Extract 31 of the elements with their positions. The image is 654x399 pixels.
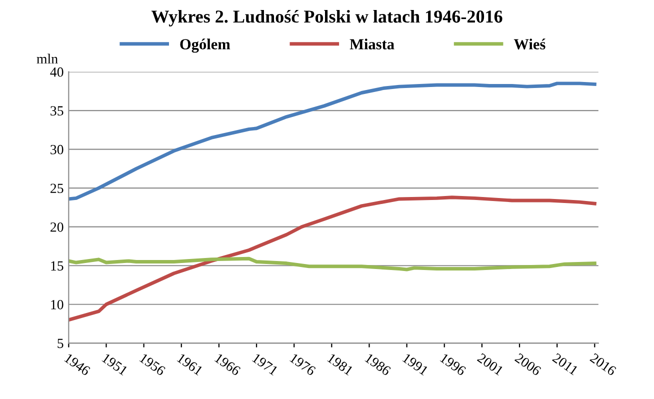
y-tick-label: 25 <box>50 184 64 194</box>
x-tick-label: 2011 <box>552 352 578 376</box>
y-tick-label: 5 <box>58 338 64 348</box>
x-tick-label: 1961 <box>176 353 204 376</box>
line-series <box>68 196 596 322</box>
x-tick-label: 1976 <box>289 353 316 376</box>
line-series <box>68 82 596 201</box>
y-tick-label: 10 <box>51 300 64 310</box>
legend-label: Miasta <box>350 38 394 50</box>
y-axis-title: mln <box>36 54 58 64</box>
x-tick-label: 1986 <box>364 353 392 376</box>
x-tick-label: 2001 <box>476 352 504 376</box>
legend-label: Wieś <box>514 38 546 50</box>
x-tick-label: 2016 <box>590 352 617 376</box>
y-tick-label: 20 <box>50 222 64 232</box>
x-tick-label: 1991 <box>402 353 429 376</box>
x-tick-label: 1981 <box>327 353 354 376</box>
line-series <box>68 256 596 272</box>
y-tick-label: 30 <box>50 144 64 154</box>
x-tick-label: 1956 <box>139 353 166 376</box>
x-tick-label: 1996 <box>440 353 467 376</box>
chart-title: Wykres 2. Ludność Polski w latach 1946-2016 <box>151 10 502 26</box>
y-tick-label: 35 <box>50 106 64 116</box>
y-tick-label: 40 <box>50 67 64 77</box>
x-tick-label: 1971 <box>252 353 278 376</box>
y-tick-label: 15 <box>51 261 64 271</box>
x-tick-label: 1966 <box>214 353 242 376</box>
x-tick-label: 1946 <box>64 353 91 376</box>
legend-label: Ogólem <box>180 38 230 53</box>
x-tick-label: 2006 <box>514 352 542 376</box>
x-tick-label: 1951 <box>102 353 128 376</box>
